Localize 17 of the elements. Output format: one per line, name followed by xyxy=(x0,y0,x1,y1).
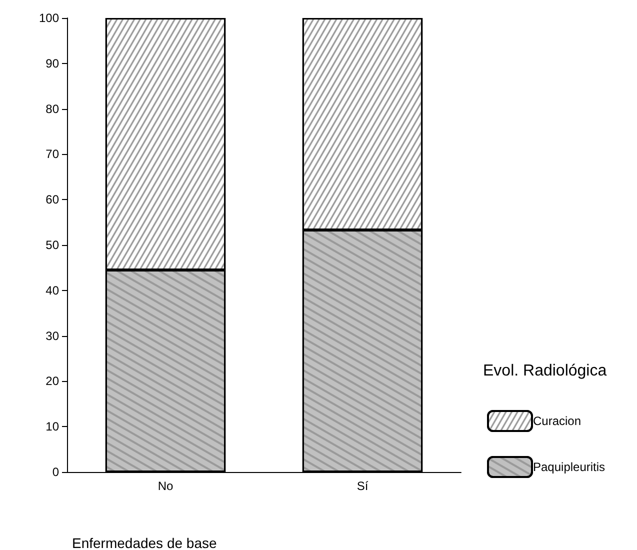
legend-title: Evol. Radiológica xyxy=(483,362,607,380)
y-tick-label: 40 xyxy=(46,283,60,298)
y-tick-label: 0 xyxy=(52,465,60,479)
x-axis-title: Enfermedades de base xyxy=(72,535,217,550)
y-tick-label: 80 xyxy=(46,102,60,116)
legend-label: Paquipleuritis xyxy=(533,460,606,474)
y-tick-label: 60 xyxy=(46,192,60,207)
legend-label: Curacion xyxy=(533,414,582,428)
y-tick-label: 90 xyxy=(46,56,60,70)
y-tick-label: 20 xyxy=(46,374,60,388)
y-tick-label: 70 xyxy=(46,147,60,162)
y-tick-label: 50 xyxy=(46,238,60,252)
x-tick-label: No xyxy=(158,479,174,493)
y-tick-label: 10 xyxy=(46,420,60,434)
x-tick-label: Sí xyxy=(356,479,369,493)
y-tick-label: 100 xyxy=(38,11,60,25)
y-tick-label: 30 xyxy=(46,328,60,343)
